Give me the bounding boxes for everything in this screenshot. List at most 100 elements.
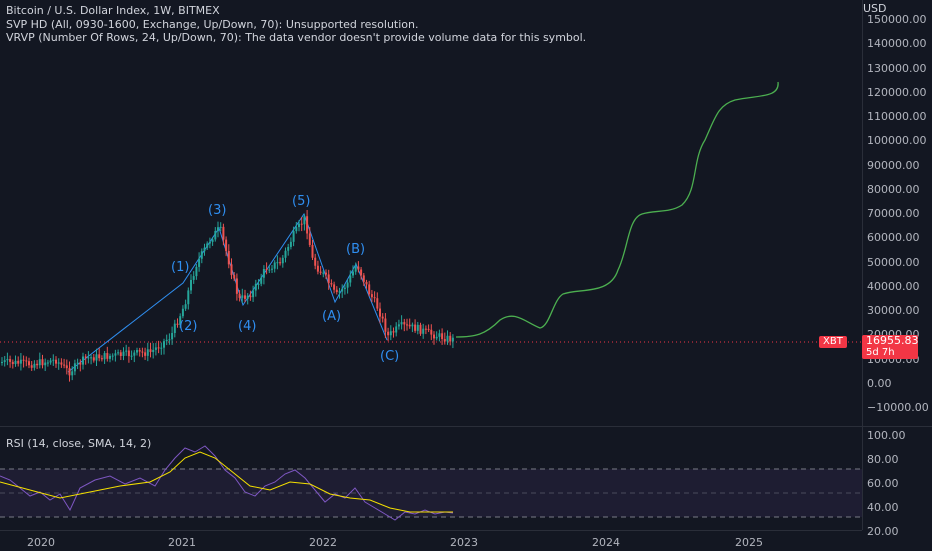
candle-body: [273, 262, 276, 269]
candle-body: [227, 250, 230, 265]
candle-body: [287, 246, 290, 251]
price-tick: 0.00: [867, 376, 892, 390]
wave-label-5: (5): [292, 194, 311, 209]
candle-body: [235, 278, 238, 294]
price-tick: 100000.00: [867, 134, 927, 148]
candle-body: [171, 333, 174, 340]
candle-body: [441, 333, 444, 340]
candle-body: [65, 365, 68, 369]
candle-body: [438, 333, 441, 337]
symbol-price-tag: XBT: [819, 336, 847, 348]
pane-separator[interactable]: [0, 426, 932, 427]
candle-body: [71, 371, 74, 376]
rsi-legend[interactable]: RSI (14, close, SMA, 14, 2): [6, 437, 152, 450]
svp-legend[interactable]: SVP HD (All, 0930-1600, Exchange, Up/Dow…: [6, 17, 419, 31]
candle-body: [268, 269, 271, 271]
candle-body: [141, 351, 144, 353]
candle-body: [306, 216, 309, 234]
candle-body: [254, 283, 257, 291]
candle-body: [154, 347, 157, 350]
candle-body: [271, 268, 273, 270]
candle-body: [109, 355, 111, 359]
candle-body: [25, 360, 28, 362]
candle-body: [419, 324, 422, 334]
candle-body: [203, 247, 206, 252]
candle-body: [114, 353, 117, 356]
candle-body: [357, 266, 360, 270]
candle-body: [281, 257, 284, 264]
candle-body: [9, 359, 12, 362]
candle-body: [276, 262, 279, 264]
candle-body: [238, 293, 241, 298]
candle-body: [284, 250, 287, 258]
candle-body: [60, 362, 63, 365]
wave-label-1: (1): [171, 260, 190, 275]
main-chart-pane[interactable]: [0, 0, 862, 530]
candle-body: [376, 298, 379, 309]
candle-body: [246, 295, 249, 299]
wave-label-4: (4): [238, 319, 257, 334]
candle-body: [387, 331, 390, 336]
candle-body: [187, 290, 190, 305]
candle-body: [146, 349, 149, 356]
candle-body: [365, 281, 368, 285]
candle-body: [257, 283, 260, 285]
candle-body: [392, 331, 395, 333]
candle-body: [55, 359, 57, 364]
candle-body: [165, 339, 168, 342]
candle-body: [217, 227, 219, 232]
candle-body: [44, 362, 47, 366]
candle-body: [311, 244, 314, 258]
candle-body: [244, 295, 246, 299]
candle-body: [136, 350, 138, 353]
candle-body: [265, 269, 268, 271]
candle-body: [449, 335, 452, 342]
candle-body: [179, 316, 182, 325]
candle-body: [435, 336, 438, 339]
candle-body: [73, 363, 76, 372]
candle-body: [125, 350, 128, 352]
candle-body: [84, 356, 87, 358]
rsi-tick: 80.00: [867, 453, 899, 466]
candle-body: [149, 349, 152, 353]
rsi-band: [0, 469, 862, 517]
time-axis[interactable]: 2020 2021 2022 2023 2024 2025: [0, 530, 862, 551]
currency-label[interactable]: USD: [863, 2, 887, 15]
candle-body: [233, 275, 236, 279]
candle-body: [200, 251, 203, 259]
candle-body: [330, 283, 333, 285]
bar-countdown: 5d 7h: [866, 347, 895, 358]
candle-body: [30, 365, 33, 368]
candle-body: [190, 279, 192, 291]
chart-legend[interactable]: Bitcoin / U.S. Dollar Index, 1W, BITMEX …: [6, 4, 586, 45]
candle-body: [6, 359, 9, 361]
wave-label-B: (B): [346, 242, 366, 257]
price-axis[interactable]: USD 150000.00 140000.00 130000.00 120000.00…: [862, 0, 932, 538]
candle-body: [408, 324, 411, 327]
vrvp-legend[interactable]: VRVP (Number Of Rows, 24, Up/Down, 70): …: [6, 31, 587, 44]
candle-body: [152, 349, 155, 353]
candle-body: [133, 352, 136, 356]
candle-body: [362, 275, 365, 282]
candle-body: [389, 331, 392, 336]
candle-body: [57, 362, 60, 364]
candle-body: [49, 360, 52, 363]
price-tick: 70000.00: [867, 207, 920, 220]
candle-body: [3, 360, 6, 362]
candle-body: [446, 335, 449, 342]
candle-body: [252, 290, 255, 298]
candle-body: [90, 357, 93, 359]
candle-body: [322, 272, 325, 274]
candle-body: [52, 359, 55, 361]
candle-body: [98, 354, 101, 359]
candle-body: [103, 353, 106, 360]
candle-body: [160, 347, 163, 349]
candle-body: [314, 257, 317, 266]
candle-body: [117, 352, 120, 354]
time-tick: 2022: [309, 536, 337, 549]
candle-body: [214, 231, 217, 240]
candle-body: [352, 271, 354, 276]
symbol-legend[interactable]: Bitcoin / U.S. Dollar Index, 1W, BITMEX: [6, 4, 220, 17]
wave-label-C: (C): [380, 349, 400, 364]
